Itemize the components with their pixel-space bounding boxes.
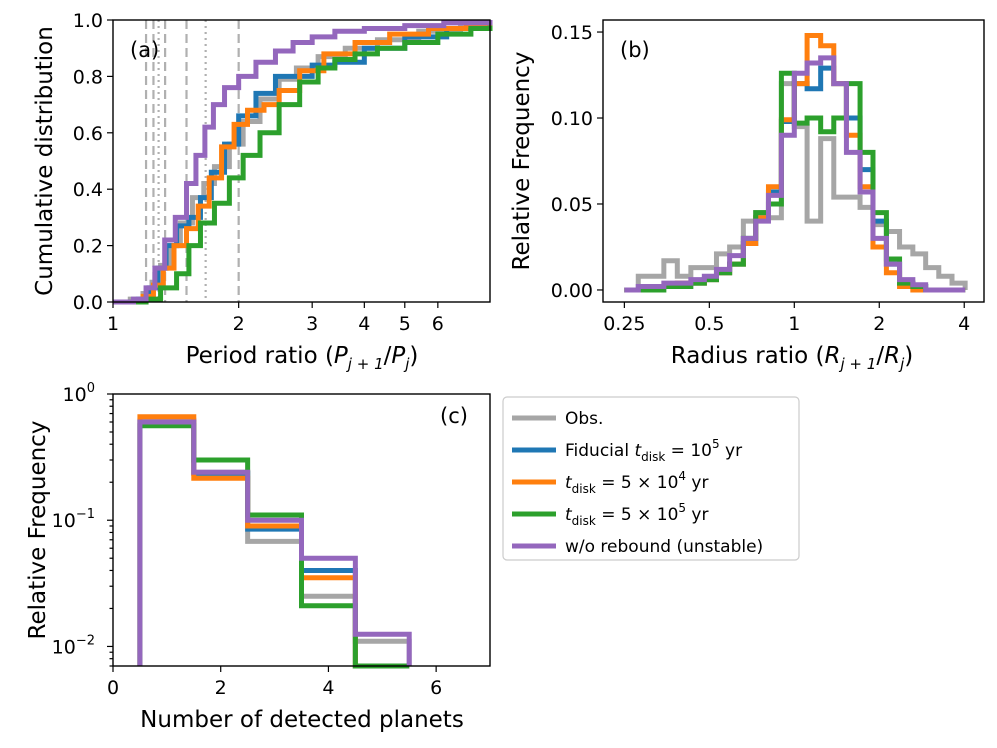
panel-a-resonance-lines [144, 20, 240, 302]
legend-entry-norb: w/o rebound (unstable) [512, 537, 763, 557]
panel-a-xtick-label-4: 5 [399, 313, 411, 335]
legend-entry-obs: Obs. [512, 409, 603, 429]
panel-c-ytick-label-2: 100 [63, 381, 95, 406]
panel-c-frame [112, 393, 491, 667]
panel-b-ylabel: Relative Frequency [509, 52, 535, 271]
panel-c-xlabel: Number of detected planets [140, 707, 464, 733]
legend-label-t5e4: tdisk = 5 × 104 yr [565, 469, 709, 496]
panel-b-xtick-label-1: 0.5 [694, 313, 724, 335]
panel-a-cdf-obs [113, 20, 493, 305]
legend: Obs. Fiducial tdisk = 105 yr tdisk = 5 × 1… [502, 396, 800, 561]
panel-b-ticks: 0.25 0.5 1 2 4 0.00 0.05 0.10 0.15 [551, 22, 971, 335]
panel-b-ytick-label-1: 0.05 [551, 194, 593, 216]
panel-a-ytick-label-5: 1.0 [73, 10, 103, 32]
panel-c-ytick-label-0: 10−2 [52, 633, 95, 658]
panel-c-xtick-label-2: 4 [322, 677, 334, 699]
panel-a-ticks: 1 2 3 4 5 6 0.0 0.2 0.4 0.6 0.8 1.0 [73, 10, 444, 335]
panel-a-xtick-label-3: 4 [358, 313, 370, 335]
legend-box [502, 396, 800, 561]
panel-b-series [624, 32, 968, 293]
panel-b-xlabel: Radius ratio (Rj + 1/Rj) [671, 343, 913, 373]
panel-c-xtick-label-3: 6 [430, 677, 442, 699]
panel-b-xtick-label-3: 2 [873, 313, 885, 335]
panel-a-xtick-label-5: 6 [432, 313, 444, 335]
panel-a-tag: (a) [130, 38, 159, 62]
panel-c-tag: (c) [440, 404, 468, 428]
panel-b-hist-obs [624, 81, 968, 293]
panel-a-ytick-label-3: 0.6 [73, 123, 103, 145]
panel-c-xtick-label-0: 0 [107, 677, 119, 699]
panel-b-xtick-label-0: 0.25 [603, 313, 645, 335]
panel-b-ytick-label-0: 0.00 [551, 280, 593, 302]
panel-a-ytick-label-4: 0.8 [73, 66, 103, 88]
panel-c-hist-w-o-rebound-unstable [137, 419, 412, 666]
panel-b-hist-w-o-rebound-unstable [624, 55, 966, 293]
panel-c: 0 2 4 6 10−2 10−1 100 (c) Relative Frequency N… [25, 381, 491, 733]
panel-a-series [113, 20, 493, 305]
panel-a-cdf-t-disk-5-10-5-yr [113, 25, 493, 305]
legend-entry-t5e4: tdisk = 5 × 104 yr [512, 469, 709, 496]
panel-b-xtick-label-4: 4 [958, 313, 970, 335]
panel-a-ylabel: Cumulative distribution [32, 26, 58, 296]
panel-a-xtick-label-2: 3 [306, 313, 318, 335]
panel-c-hist-t-disk-5-10-5-yr [137, 423, 410, 669]
panel-a-ytick-label-0: 0.0 [73, 292, 103, 314]
panel-a-xtick-label-1: 2 [233, 313, 245, 335]
panel-c-series [137, 414, 412, 669]
panel-a-cdf-w-o-rebound-unstable [113, 20, 493, 305]
panel-a-xlabel: Period ratio (Pj + 1/Pj) [186, 343, 419, 373]
panel-b: 0.25 0.5 1 2 4 0.00 0.05 0.10 0.15 (b) Relative … [509, 19, 985, 373]
legend-label-fid: Fiducial tdisk = 105 yr [565, 437, 742, 464]
panel-a-xtick-label-0: 1 [107, 313, 119, 335]
legend-entry-t5e5: tdisk = 5 × 105 yr [512, 501, 709, 528]
legend-label-t5e5: tdisk = 5 × 105 yr [565, 501, 709, 528]
panel-c-hist-fiducial [137, 419, 410, 669]
panel-a: 1 2 3 4 5 6 0.0 0.2 0.4 0.6 0.8 1.0 (a) Cumulative … [32, 10, 493, 373]
panel-a-ytick-label-1: 0.2 [73, 236, 103, 258]
panel-b-frame [602, 19, 985, 303]
legend-items: Obs. Fiducial tdisk = 105 yr tdisk = 5 × 1… [512, 409, 763, 557]
legend-label-obs: Obs. [565, 409, 603, 429]
panel-c-hist-obs [137, 417, 412, 666]
panel-b-ytick-label-3: 0.15 [551, 22, 593, 44]
panel-a-frame [112, 19, 491, 303]
panel-a-ytick-label-2: 0.4 [73, 179, 103, 201]
panel-b-tag: (b) [620, 38, 650, 62]
panel-c-ylabel: Relative Frequency [25, 421, 51, 640]
legend-label-norb: w/o rebound (unstable) [565, 537, 763, 557]
panel-b-ytick-label-2: 0.10 [551, 108, 593, 130]
panel-b-xtick-label-2: 1 [788, 313, 800, 335]
panel-c-ticks: 0 2 4 6 10−2 10−1 100 [52, 381, 443, 699]
panel-c-xtick-label-1: 2 [215, 677, 227, 699]
legend-entry-fid: Fiducial tdisk = 105 yr [512, 437, 742, 464]
panel-c-ytick-label-1: 10−1 [52, 507, 95, 532]
